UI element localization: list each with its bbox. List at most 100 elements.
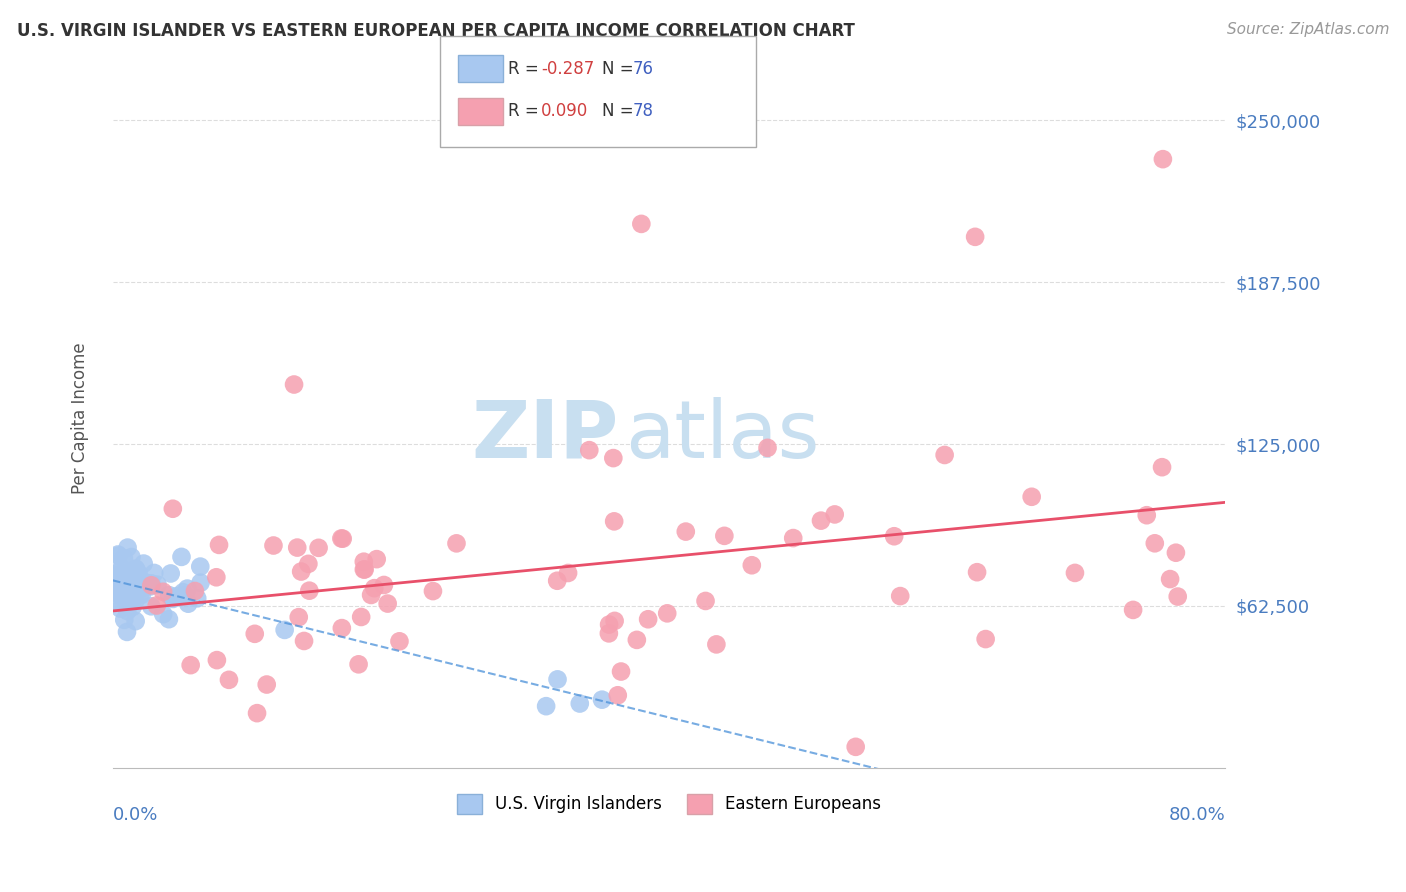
Point bbox=[107, 569, 129, 583]
Point bbox=[125, 578, 148, 592]
Point bbox=[810, 514, 832, 528]
Point bbox=[110, 601, 132, 615]
Point bbox=[630, 217, 652, 231]
Point bbox=[1159, 572, 1181, 586]
Point bbox=[115, 624, 138, 639]
Point bbox=[360, 588, 382, 602]
Point bbox=[103, 575, 125, 590]
Point bbox=[557, 566, 579, 580]
Text: N =: N = bbox=[602, 60, 638, 78]
Point bbox=[637, 612, 659, 626]
Point bbox=[121, 599, 143, 614]
Point bbox=[180, 658, 202, 673]
Point bbox=[578, 443, 600, 458]
Point bbox=[330, 621, 353, 635]
Point bbox=[143, 566, 166, 580]
Point bbox=[1152, 152, 1174, 166]
Point bbox=[273, 623, 295, 637]
Point bbox=[246, 706, 269, 720]
Point bbox=[107, 548, 129, 562]
Point bbox=[308, 541, 330, 555]
Point bbox=[111, 577, 134, 591]
Point bbox=[105, 581, 128, 595]
Point bbox=[152, 584, 174, 599]
Point bbox=[190, 575, 212, 590]
Point bbox=[103, 594, 125, 608]
Point bbox=[883, 529, 905, 543]
Point bbox=[112, 613, 135, 627]
Point bbox=[292, 634, 315, 648]
Point bbox=[105, 578, 128, 592]
Point bbox=[111, 582, 134, 597]
Point bbox=[128, 566, 150, 581]
Legend: U.S. Virgin Islanders, Eastern Europeans: U.S. Virgin Islanders, Eastern Europeans bbox=[449, 785, 890, 822]
Point bbox=[135, 575, 157, 590]
Point bbox=[110, 574, 132, 589]
Point bbox=[388, 634, 411, 648]
Point bbox=[172, 585, 194, 599]
Point bbox=[297, 557, 319, 571]
Point bbox=[263, 539, 285, 553]
Point bbox=[706, 637, 728, 651]
Point bbox=[132, 557, 155, 571]
Point bbox=[695, 594, 717, 608]
Point bbox=[966, 565, 988, 579]
Text: 80.0%: 80.0% bbox=[1168, 806, 1226, 824]
Point bbox=[129, 588, 152, 602]
Point bbox=[105, 579, 128, 593]
Point bbox=[122, 565, 145, 579]
Point bbox=[157, 588, 180, 602]
Text: N =: N = bbox=[602, 103, 638, 120]
Point bbox=[157, 612, 180, 626]
Point bbox=[845, 739, 868, 754]
Point bbox=[256, 677, 278, 691]
Point bbox=[117, 604, 139, 618]
Point bbox=[373, 578, 395, 592]
Point bbox=[934, 448, 956, 462]
Point bbox=[108, 587, 131, 601]
Point bbox=[105, 569, 128, 583]
Point bbox=[353, 555, 375, 569]
Text: -0.287: -0.287 bbox=[541, 60, 595, 78]
Point bbox=[1164, 546, 1187, 560]
Point bbox=[675, 524, 697, 539]
Point bbox=[285, 541, 308, 555]
Text: Source: ZipAtlas.com: Source: ZipAtlas.com bbox=[1226, 22, 1389, 37]
Point bbox=[118, 574, 141, 588]
Text: U.S. VIRGIN ISLANDER VS EASTERN EUROPEAN PER CAPITA INCOME CORRELATION CHART: U.S. VIRGIN ISLANDER VS EASTERN EUROPEAN… bbox=[17, 22, 855, 40]
Point bbox=[125, 565, 148, 579]
Point bbox=[602, 451, 624, 466]
Point bbox=[111, 589, 134, 603]
Point bbox=[170, 549, 193, 564]
Text: 78: 78 bbox=[633, 103, 654, 120]
Point bbox=[177, 597, 200, 611]
Point bbox=[103, 584, 125, 599]
Point bbox=[205, 570, 228, 584]
Point bbox=[377, 597, 399, 611]
Point bbox=[145, 599, 167, 613]
Point bbox=[125, 574, 148, 588]
Point bbox=[713, 529, 735, 543]
Point bbox=[824, 508, 846, 522]
Point bbox=[606, 688, 628, 702]
Point bbox=[110, 561, 132, 575]
Point bbox=[591, 692, 613, 706]
Point bbox=[107, 568, 129, 582]
Point bbox=[332, 532, 354, 546]
Point bbox=[1143, 536, 1166, 550]
Point bbox=[598, 617, 620, 632]
Point bbox=[131, 588, 153, 602]
Point bbox=[208, 538, 231, 552]
Point bbox=[756, 441, 779, 455]
Point bbox=[117, 541, 139, 555]
Point bbox=[124, 614, 146, 628]
Text: 0.0%: 0.0% bbox=[112, 806, 159, 824]
Text: R =: R = bbox=[508, 103, 544, 120]
Point bbox=[974, 632, 997, 646]
Point bbox=[287, 610, 309, 624]
Point bbox=[782, 531, 804, 545]
Point bbox=[353, 563, 375, 577]
Point bbox=[363, 581, 385, 595]
Point bbox=[1021, 490, 1043, 504]
Point bbox=[114, 592, 136, 607]
